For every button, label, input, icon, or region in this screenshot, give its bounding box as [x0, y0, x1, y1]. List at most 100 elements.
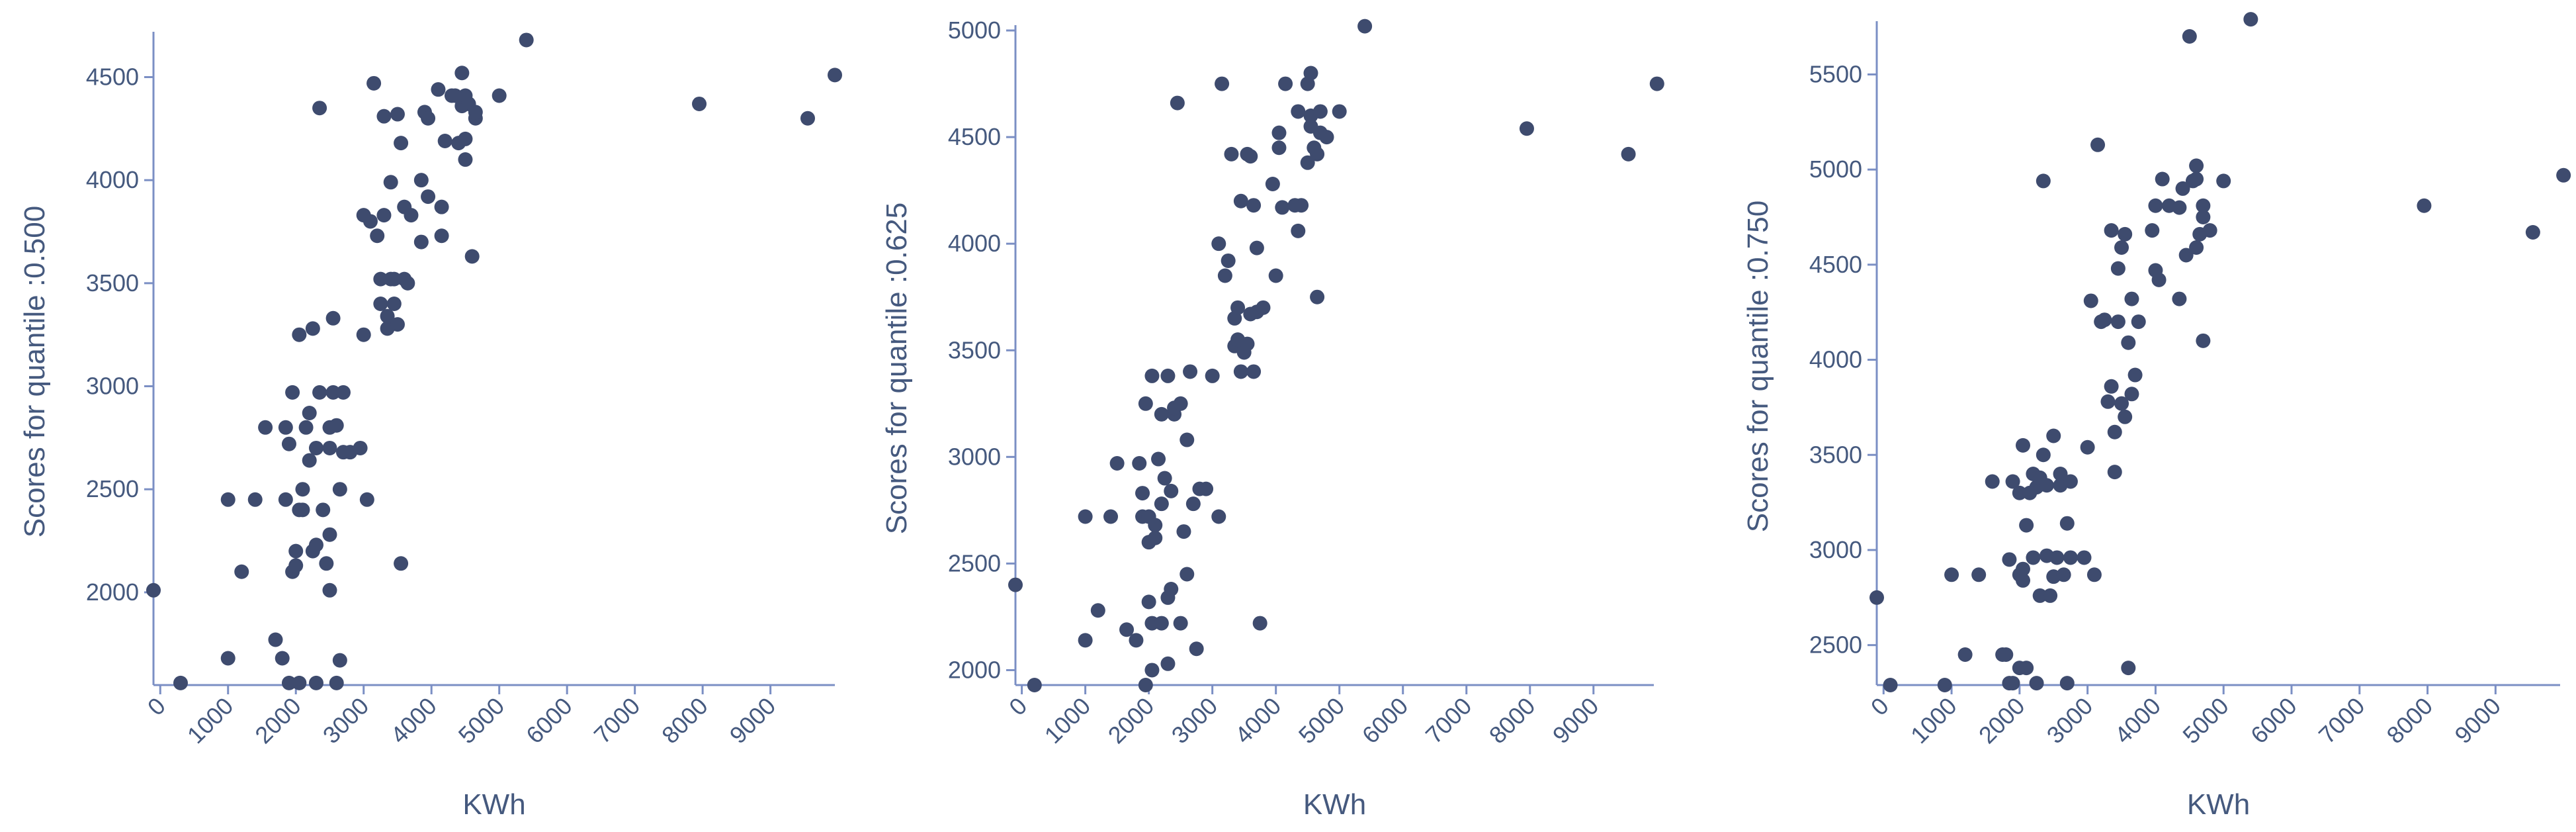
x-axis-title: KWh — [462, 788, 525, 821]
x-tick-label: 1000 — [182, 692, 239, 749]
data-point — [2046, 428, 2061, 443]
x-tick-label: 2000 — [249, 692, 306, 749]
data-point — [1160, 368, 1176, 383]
data-point — [1138, 678, 1153, 692]
data-point — [2059, 516, 2075, 531]
x-tick-label: 1000 — [1905, 692, 1962, 749]
y-tick-label: 2500 — [86, 475, 139, 502]
data-point — [2145, 223, 2160, 238]
x-tick-label: 8000 — [656, 692, 713, 749]
data-point — [332, 482, 347, 497]
data-point — [298, 420, 314, 435]
data-point — [2019, 661, 2034, 676]
y-tick-label: 4000 — [1809, 346, 1862, 373]
data-point — [2118, 409, 2133, 424]
data-point — [386, 271, 402, 287]
x-tick-label: 4000 — [2109, 692, 2166, 749]
data-point — [413, 234, 429, 250]
data-point — [1189, 641, 1204, 657]
data-point — [2107, 465, 2122, 480]
data-point — [1078, 509, 1093, 524]
data-point — [1971, 567, 1987, 582]
data-point — [2114, 396, 2129, 411]
data-point — [1265, 176, 1280, 191]
data-point — [1310, 289, 1325, 304]
data-point — [1135, 486, 1150, 501]
data-point — [2110, 261, 2125, 276]
data-point — [308, 440, 323, 455]
data-point — [285, 385, 300, 400]
data-point — [1249, 240, 1264, 255]
data-point — [2002, 552, 2017, 567]
data-point — [258, 420, 273, 435]
x-tick-label: 7000 — [2313, 692, 2370, 749]
data-point — [305, 321, 320, 336]
data-point — [2053, 466, 2068, 481]
data-point — [1164, 483, 1179, 498]
data-point — [1138, 396, 1153, 411]
x-tick-label: 4000 — [385, 692, 442, 749]
data-point — [431, 82, 446, 97]
data-point — [325, 310, 341, 326]
data-point — [2189, 158, 2204, 173]
data-point — [1271, 125, 1287, 140]
data-point — [2049, 550, 2065, 565]
x-tick-label: 5000 — [453, 692, 510, 749]
data-point — [332, 653, 347, 668]
data-point — [800, 111, 816, 126]
data-point — [173, 675, 188, 690]
data-point — [2148, 198, 2163, 213]
data-point — [325, 385, 341, 400]
data-point — [1185, 496, 1201, 512]
y-tick-label: 5500 — [1809, 60, 1862, 87]
data-point — [292, 675, 307, 690]
data-point — [2110, 314, 2125, 330]
data-point — [421, 189, 436, 205]
data-point — [2124, 291, 2139, 306]
x-tick-label: 7000 — [589, 692, 646, 749]
data-point — [454, 66, 470, 81]
data-point — [322, 440, 337, 455]
data-point — [1224, 146, 1239, 162]
data-point — [312, 385, 327, 400]
y-tick-label: 5000 — [1809, 156, 1862, 183]
data-point — [316, 502, 331, 518]
data-point — [2012, 485, 2027, 500]
data-point — [2019, 518, 2034, 533]
y-axis-title: Scores for quantile :0.750 — [1742, 201, 1774, 532]
data-point — [281, 675, 296, 690]
data-point — [275, 651, 290, 666]
data-point — [329, 418, 344, 433]
data-point — [1217, 268, 1232, 283]
y-axis-title: Scores for quantile :0.500 — [19, 206, 51, 537]
data-point — [1144, 663, 1160, 678]
data-point — [1252, 616, 1267, 631]
data-point — [2525, 225, 2540, 240]
data-point — [2151, 272, 2167, 287]
x-tick-label: 0 — [1004, 692, 1032, 721]
data-point — [2063, 474, 2078, 489]
data-point — [329, 675, 344, 690]
data-point — [1271, 140, 1287, 156]
data-point — [302, 406, 317, 421]
data-point — [146, 582, 161, 598]
data-point — [2086, 567, 2102, 582]
data-point — [2032, 588, 2047, 603]
data-point — [2178, 248, 2194, 263]
x-tick-label: 9000 — [2449, 692, 2506, 749]
data-point — [1211, 236, 1226, 252]
data-point — [1148, 530, 1163, 545]
data-point — [2005, 474, 2020, 489]
data-point — [2196, 198, 2211, 213]
data-point — [1183, 364, 1198, 379]
y-tick-label: 3000 — [1809, 536, 1862, 563]
data-point — [1256, 300, 1271, 315]
y-tick-label: 2500 — [1809, 631, 1862, 659]
data-point — [390, 107, 405, 122]
data-point — [1211, 509, 1226, 524]
data-point — [2097, 312, 2112, 328]
data-point — [2015, 438, 2030, 453]
data-point — [376, 208, 392, 223]
x-tick-label: 3000 — [2041, 692, 2098, 749]
data-point — [1869, 590, 1884, 605]
